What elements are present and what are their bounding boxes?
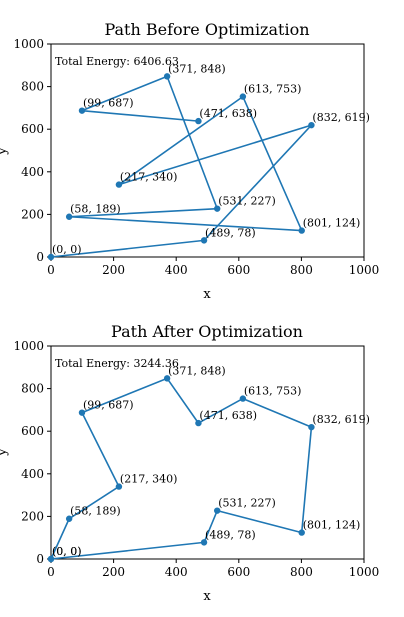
path-point bbox=[195, 419, 202, 427]
y-tick-label: 800 bbox=[21, 382, 44, 396]
path-point bbox=[308, 423, 315, 431]
energy-label: Total Energy: 6406.63 bbox=[55, 55, 179, 68]
path-series bbox=[50, 377, 313, 560]
y-tick-label: 600 bbox=[21, 424, 44, 438]
point-label: (613, 753) bbox=[244, 385, 302, 398]
x-tick-label: 800 bbox=[290, 565, 313, 579]
point-label: (489, 78) bbox=[205, 528, 256, 541]
y-tick-label: 200 bbox=[21, 207, 44, 221]
y-tick-label: 400 bbox=[21, 165, 44, 179]
point-labels: (0, 0) (489, 78) (832, 619) (217, 340) (613,… bbox=[52, 62, 370, 256]
point-label: (371, 848) bbox=[168, 364, 226, 377]
point-label: (0, 0) bbox=[52, 545, 82, 558]
point-label: (489, 78) bbox=[205, 226, 256, 239]
energy-label: Total Energy: 3244.36 bbox=[55, 357, 179, 370]
path-point bbox=[115, 181, 123, 188]
point-label: (801, 124) bbox=[303, 519, 361, 532]
y-axis-label: y bbox=[0, 147, 10, 156]
x-tick-label: 400 bbox=[165, 565, 188, 579]
point-label: (371, 848) bbox=[168, 62, 226, 75]
x-tick-label: 600 bbox=[227, 565, 250, 579]
x-tick-label: 0 bbox=[47, 565, 55, 579]
x-tick-label: 400 bbox=[165, 263, 188, 277]
point-label: (832, 619) bbox=[312, 413, 370, 426]
path-point bbox=[163, 73, 171, 80]
x-tick-label: 0 bbox=[47, 263, 55, 277]
y-tick-label: 1000 bbox=[13, 37, 44, 51]
path-point bbox=[65, 515, 73, 522]
path-points bbox=[47, 375, 315, 563]
chart-panel-after: Path After Optimization x y Total Energy… bbox=[0, 322, 379, 604]
axis-ticks: 0 200 400 600 800 1000 0 200 400 600 800 1000 bbox=[13, 37, 379, 277]
path-point bbox=[200, 237, 208, 244]
axis-ticks: 0 200 400 600 800 1000 0 200 400 600 800 1000 bbox=[13, 339, 379, 579]
path-point bbox=[214, 507, 221, 514]
chart-title: Path After Optimization bbox=[111, 322, 303, 341]
x-axis-label: x bbox=[203, 589, 211, 604]
point-label: (99, 687) bbox=[83, 97, 134, 110]
x-tick-label: 600 bbox=[227, 263, 250, 277]
y-tick-label: 200 bbox=[21, 509, 44, 523]
point-label: (217, 340) bbox=[120, 171, 178, 184]
point-label: (531, 227) bbox=[218, 195, 276, 208]
point-label: (58, 189) bbox=[70, 505, 121, 518]
path-point bbox=[239, 93, 247, 100]
y-tick-label: 400 bbox=[21, 467, 44, 481]
point-labels: (0, 0) (58, 189) (217, 340) (99, 687) (371, … bbox=[52, 364, 370, 558]
path-point bbox=[65, 213, 73, 220]
x-tick-label: 200 bbox=[102, 565, 125, 579]
point-label: (0, 0) bbox=[52, 545, 82, 558]
point-label: (531, 227) bbox=[218, 497, 276, 510]
x-tick-label: 1000 bbox=[349, 263, 380, 277]
path-point bbox=[298, 529, 305, 536]
y-tick-label: 800 bbox=[21, 80, 44, 94]
y-tick-label: 1000 bbox=[13, 339, 44, 353]
point-label: (471, 638) bbox=[199, 409, 257, 422]
x-tick-label: 1000 bbox=[349, 565, 380, 579]
y-axis-label: y bbox=[0, 448, 10, 457]
path-line bbox=[50, 377, 313, 560]
point-label: (0, 0) bbox=[52, 243, 82, 256]
x-tick-label: 800 bbox=[290, 263, 313, 277]
point-label: (801, 124) bbox=[303, 217, 361, 230]
chart-panel-before: Path Before Optimization x y Total Energ… bbox=[0, 20, 379, 302]
path-point bbox=[200, 539, 208, 546]
point-label: (832, 619) bbox=[312, 111, 370, 124]
y-tick-label: 600 bbox=[21, 122, 44, 136]
path-point bbox=[163, 375, 171, 382]
path-point bbox=[115, 483, 123, 490]
x-tick-label: 200 bbox=[102, 263, 125, 277]
path-point bbox=[78, 409, 86, 416]
x-axis-label: x bbox=[203, 287, 211, 302]
point-label: (217, 340) bbox=[120, 473, 178, 486]
path-point bbox=[47, 253, 55, 261]
path-points bbox=[47, 73, 315, 261]
chart-title: Path Before Optimization bbox=[104, 20, 309, 39]
path-point bbox=[214, 205, 221, 212]
plot-frame bbox=[50, 43, 365, 258]
point-label: (58, 189) bbox=[70, 203, 121, 216]
plot-frame bbox=[50, 345, 365, 560]
path-point bbox=[195, 117, 202, 125]
path-point bbox=[239, 395, 247, 402]
point-label: (99, 687) bbox=[83, 399, 134, 412]
y-tick-label: 0 bbox=[36, 250, 44, 264]
path-point bbox=[308, 121, 315, 129]
y-tick-label: 0 bbox=[36, 552, 44, 566]
point-label: (613, 753) bbox=[244, 83, 302, 96]
path-point bbox=[298, 227, 305, 234]
point-label: (471, 638) bbox=[199, 107, 257, 120]
path-point bbox=[78, 107, 86, 114]
path-point bbox=[47, 555, 55, 563]
